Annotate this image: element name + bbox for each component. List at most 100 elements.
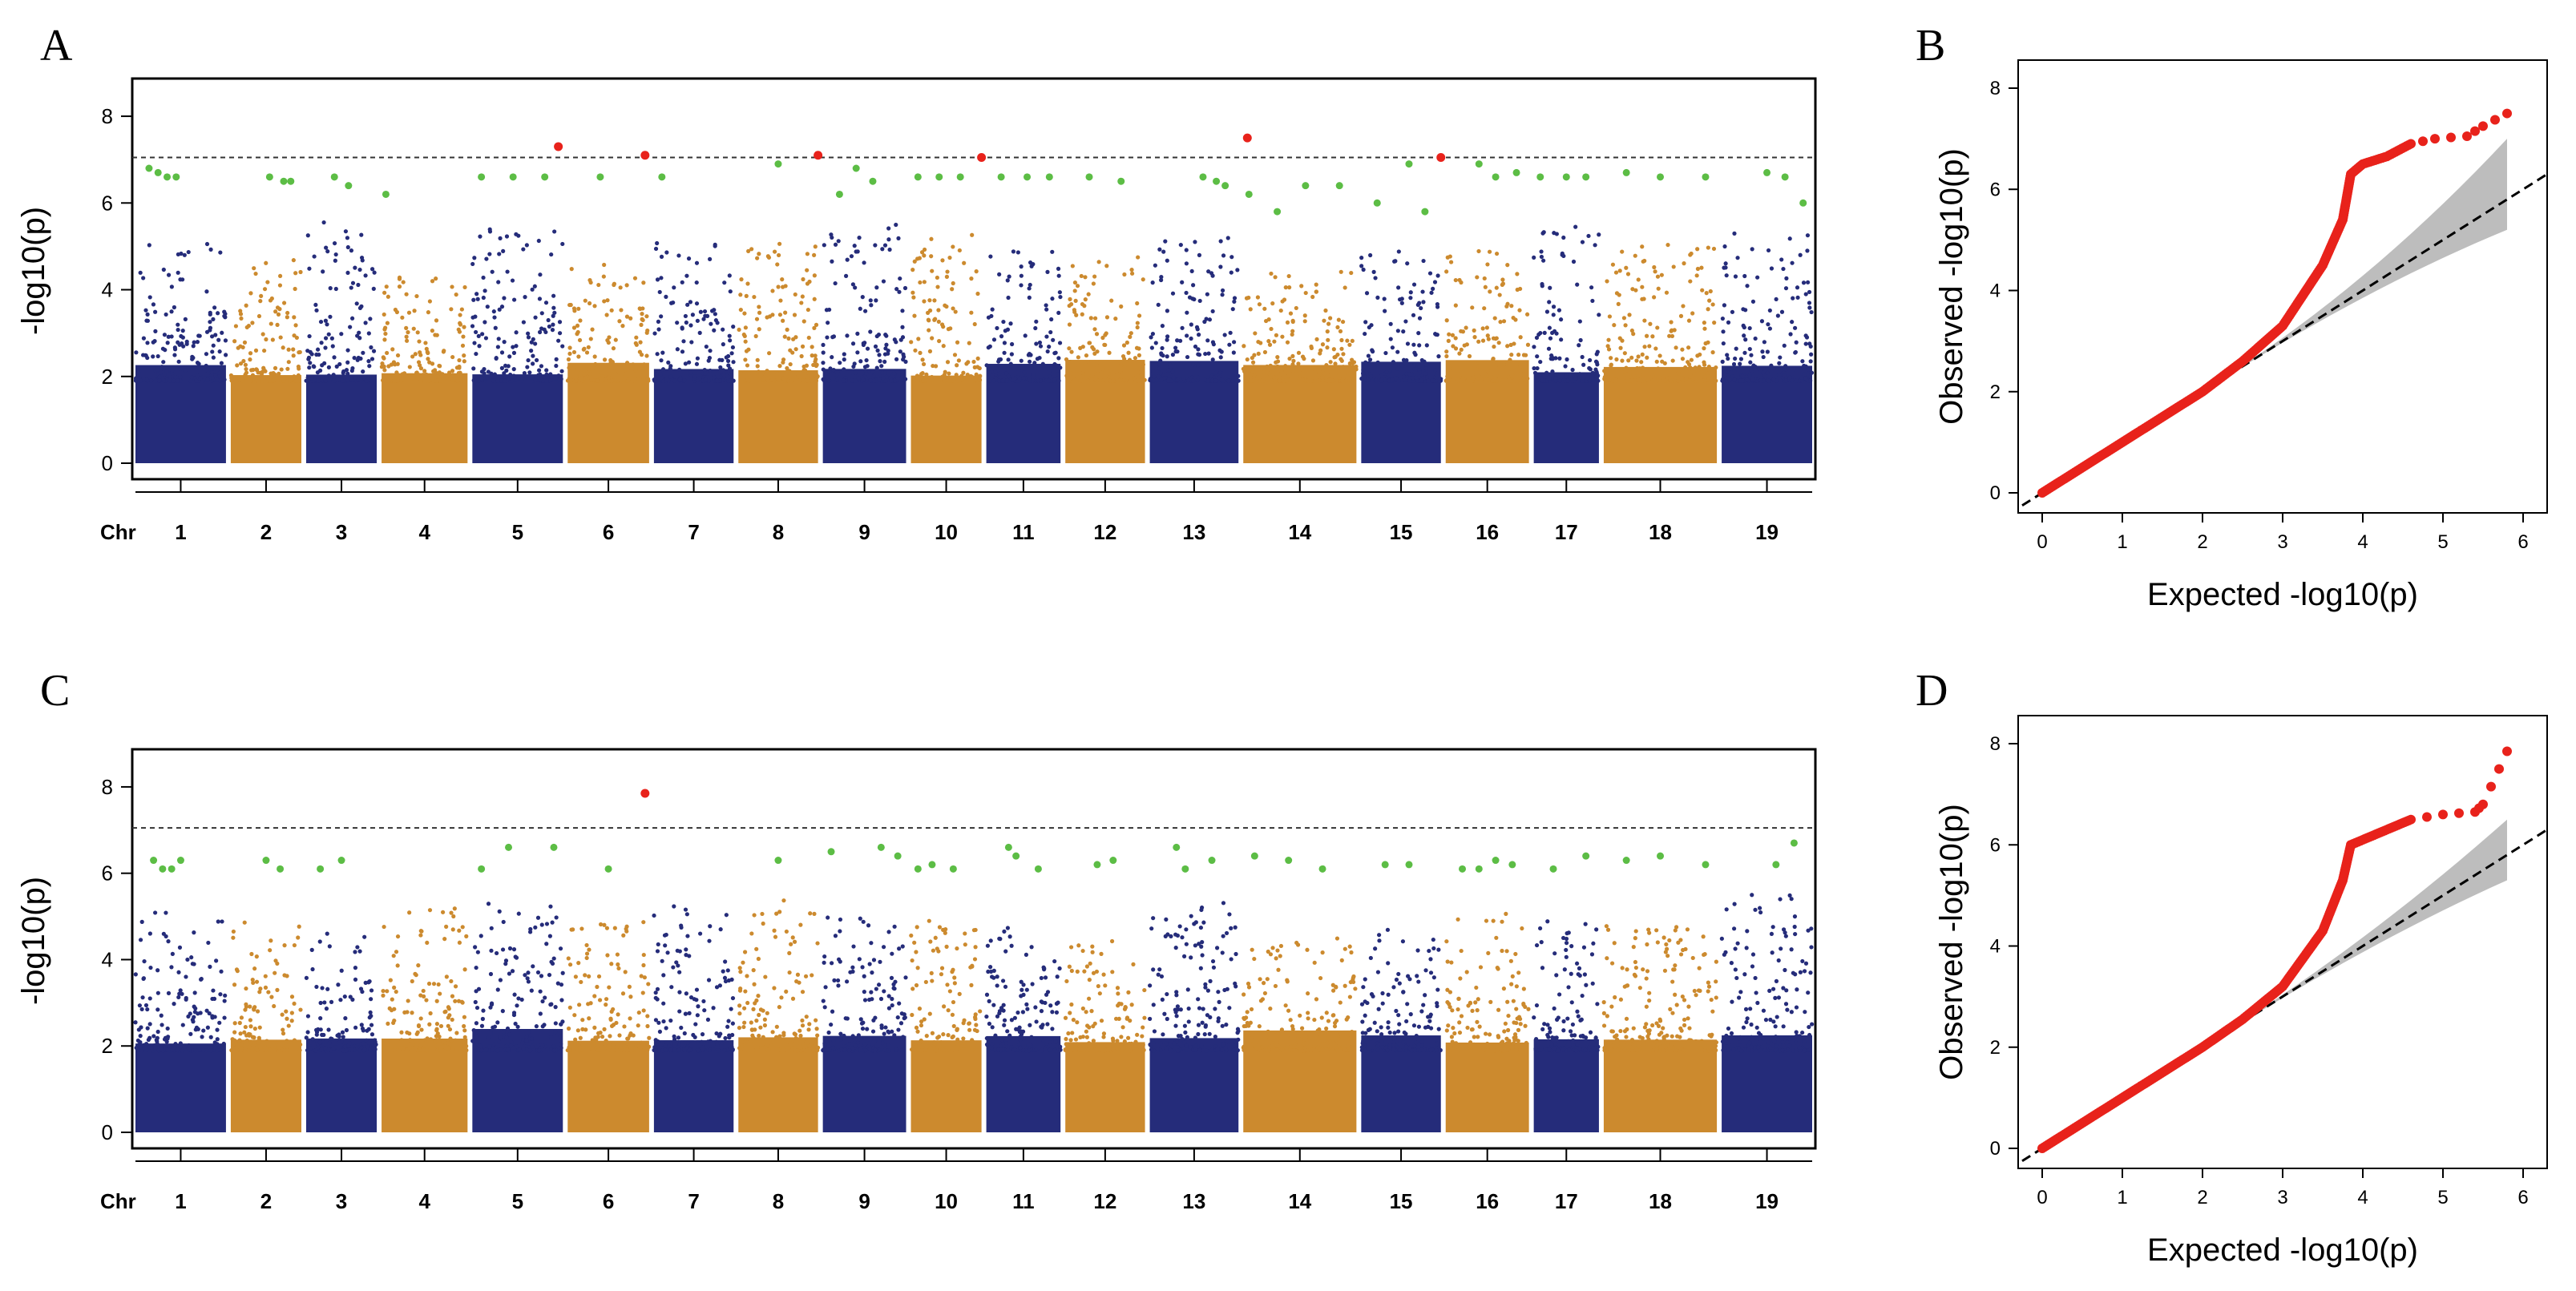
snp-point bbox=[1135, 321, 1140, 325]
snp-point bbox=[1755, 275, 1760, 280]
snp-point bbox=[942, 378, 947, 383]
snp-point bbox=[1700, 288, 1705, 292]
snp-point bbox=[298, 269, 303, 275]
snp-point bbox=[1072, 280, 1078, 285]
snp-point bbox=[702, 1008, 707, 1013]
snp-point bbox=[813, 244, 818, 249]
snp-point bbox=[462, 1015, 467, 1019]
snp-point bbox=[405, 1030, 410, 1035]
snp-point bbox=[175, 378, 180, 383]
snp-point bbox=[1482, 276, 1487, 281]
snp-point bbox=[1257, 302, 1262, 307]
snp-point bbox=[200, 1035, 204, 1039]
snp-point bbox=[587, 974, 592, 979]
snp-point bbox=[308, 361, 313, 365]
snp-point bbox=[738, 970, 743, 974]
chromosome-4-points bbox=[379, 275, 468, 463]
snp-point bbox=[410, 978, 414, 984]
snp-point bbox=[238, 312, 244, 317]
snp-point bbox=[417, 339, 422, 344]
snp-point bbox=[588, 372, 593, 377]
snp-point bbox=[406, 999, 410, 1003]
snp-point bbox=[903, 377, 908, 381]
snp-point bbox=[1196, 347, 1201, 352]
snp-point bbox=[530, 287, 535, 292]
snp-point bbox=[1302, 313, 1307, 318]
snp-point bbox=[352, 355, 357, 361]
snp-point bbox=[535, 915, 541, 920]
snp-point bbox=[810, 353, 814, 358]
suggestive-snp-point bbox=[1536, 173, 1544, 181]
snp-point bbox=[1778, 355, 1783, 360]
snp-point bbox=[927, 328, 931, 333]
snp-point bbox=[977, 377, 983, 382]
snp-point bbox=[176, 340, 180, 345]
snp-point bbox=[195, 373, 200, 378]
snp-point bbox=[551, 956, 556, 961]
chromosome-4-points bbox=[381, 906, 469, 1132]
snp-point bbox=[503, 958, 509, 963]
snp-point bbox=[845, 979, 850, 984]
snp-point bbox=[386, 378, 391, 383]
snp-point bbox=[877, 353, 882, 357]
snp-point bbox=[777, 1034, 782, 1039]
snp-point bbox=[1704, 291, 1709, 296]
snp-point bbox=[1247, 373, 1253, 378]
snp-point bbox=[253, 271, 258, 276]
snp-point bbox=[577, 1003, 582, 1007]
snp-point bbox=[677, 377, 683, 382]
snp-point bbox=[512, 297, 517, 302]
snp-point bbox=[870, 970, 874, 975]
snp-point bbox=[582, 346, 587, 351]
snp-point bbox=[173, 375, 178, 380]
snp-point bbox=[1328, 316, 1333, 321]
snp-point bbox=[382, 1048, 386, 1053]
snp-point bbox=[145, 1007, 150, 1012]
snp-point bbox=[1766, 248, 1771, 253]
snp-point bbox=[788, 1041, 793, 1046]
snp-point bbox=[273, 309, 278, 314]
snp-point bbox=[289, 994, 295, 999]
snp-point bbox=[359, 1023, 364, 1027]
snp-point bbox=[713, 242, 717, 247]
chromosome-dense-band bbox=[305, 1038, 378, 1132]
snp-point bbox=[784, 929, 789, 934]
snp-point bbox=[488, 1031, 493, 1035]
snp-point bbox=[175, 1047, 180, 1052]
snp-point bbox=[329, 1036, 334, 1042]
snp-point bbox=[231, 929, 236, 934]
snp-point bbox=[752, 294, 757, 300]
snp-point bbox=[728, 338, 733, 343]
snp-point bbox=[560, 241, 565, 247]
snp-point bbox=[1558, 317, 1564, 322]
snp-point bbox=[913, 348, 918, 353]
snp-point bbox=[792, 313, 797, 317]
snp-point bbox=[731, 325, 736, 329]
snp-point bbox=[1210, 273, 1215, 278]
snp-point bbox=[580, 1027, 585, 1031]
snp-point bbox=[756, 994, 761, 999]
snp-point bbox=[1508, 342, 1513, 347]
snp-point bbox=[1064, 357, 1069, 362]
snp-point bbox=[725, 358, 731, 364]
snp-point bbox=[1034, 319, 1039, 324]
snp-point bbox=[584, 367, 589, 372]
snp-point bbox=[1492, 344, 1496, 349]
snp-point bbox=[1056, 378, 1061, 383]
snp-point bbox=[664, 294, 668, 299]
snp-point bbox=[1339, 346, 1344, 351]
snp-point bbox=[516, 911, 521, 916]
snp-point bbox=[1460, 378, 1464, 383]
snp-point bbox=[178, 277, 183, 282]
snp-point bbox=[773, 934, 778, 939]
snp-point bbox=[1750, 377, 1754, 381]
snp-point bbox=[140, 995, 145, 1000]
snp-point bbox=[513, 954, 518, 959]
snp-point bbox=[525, 976, 530, 981]
snp-point bbox=[825, 335, 830, 340]
snp-point bbox=[789, 378, 794, 383]
snp-point bbox=[172, 305, 177, 310]
snp-point bbox=[1722, 303, 1727, 308]
snp-point bbox=[718, 1031, 723, 1036]
chromosome-dense-band bbox=[910, 375, 982, 463]
